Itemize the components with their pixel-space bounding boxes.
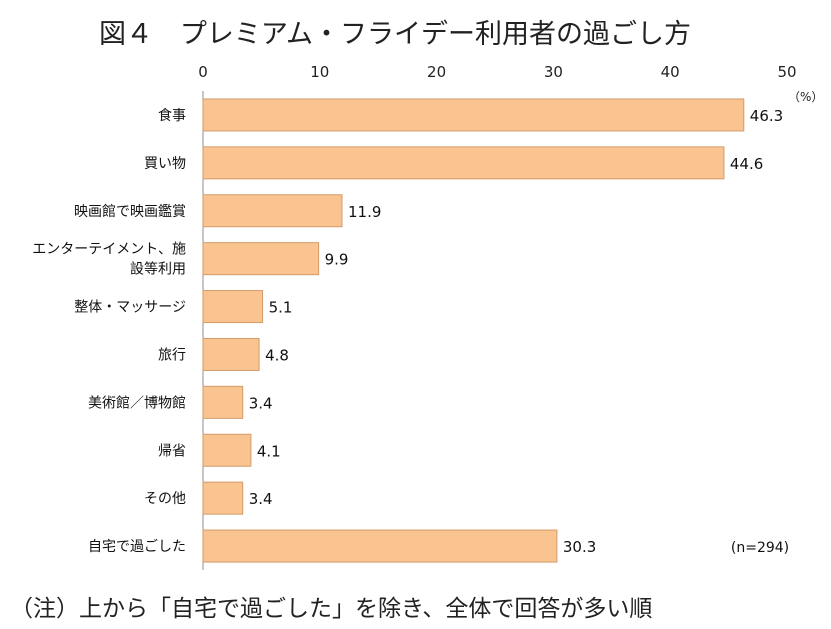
x-tick-label: 0 [198,63,208,81]
data-label: 4.1 [257,442,281,460]
category-label: エンターテイメント、施 [32,242,186,258]
data-label: 30.3 [563,538,596,556]
data-label: 44.6 [730,155,763,173]
x-tick-label: 40 [661,63,680,81]
data-label: 46.3 [750,107,783,125]
category-label: 美術館／博物館 [88,394,186,411]
bar [202,529,558,563]
x-tick-label: 10 [310,63,329,81]
category-label: 帰省 [158,442,186,459]
category-label: 設等利用 [130,261,186,278]
category-label: 買い物 [144,156,186,172]
unit-label: （%） [788,90,823,104]
data-label: 3.4 [249,490,273,508]
bar [202,242,320,276]
category-label: 食事 [158,107,186,124]
data-label: 5.1 [269,299,293,317]
bar [202,146,725,180]
bar [202,433,252,467]
category-label: 旅行 [158,347,186,363]
bar [202,98,745,132]
data-label: 11.9 [348,203,381,221]
bar [202,290,264,324]
bar [202,481,244,515]
data-label: 3.4 [249,394,273,412]
category-label: 映画館で映画鑑賞 [74,203,186,220]
sample-size-label: (n=294) [731,540,789,556]
bars: 食事 46.3 買い物 44.6 映画館で映画鑑賞 11.9 エンターテイメント、施設等利用… [32,98,783,563]
data-label: 4.8 [265,346,289,364]
bar [202,194,343,228]
footnote: （注）上から「自宅で過ごした」を除き、全体で回答が多い順 [10,596,652,622]
bar [202,337,260,371]
x-tick-label: 50 [777,63,796,81]
data-label: 9.9 [325,251,349,269]
category-label: 整体・マッサージ [74,300,186,316]
x-axis-ticks: 0 10 20 30 40 50 [198,63,796,81]
x-tick-label: 20 [427,63,446,81]
category-label: その他 [144,491,186,507]
category-label: 自宅で過ごした [88,539,186,555]
chart-title: 図４ プレミアム・フライデー利用者の過ごし方 [99,19,691,50]
x-tick-label: 30 [544,63,563,81]
bar [202,385,244,419]
